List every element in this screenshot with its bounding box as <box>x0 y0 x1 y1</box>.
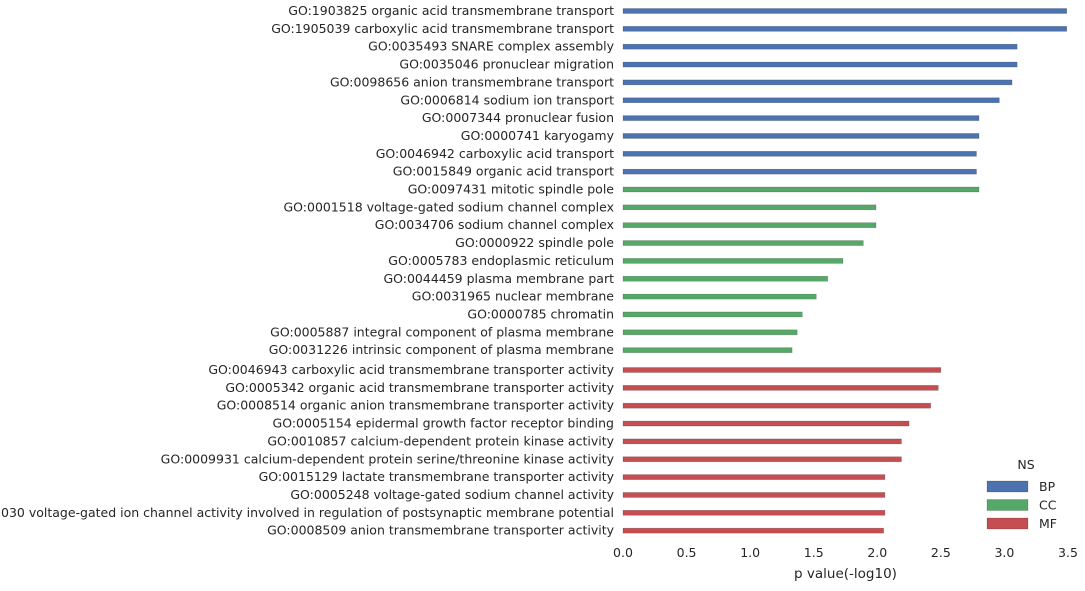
category-label: GO:0015849 organic acid transport <box>393 164 614 179</box>
bar-26 <box>622 456 902 463</box>
x-tick-label: 0.0 <box>613 545 633 560</box>
bar-1 <box>622 8 1068 14</box>
x-tick-label: 2.0 <box>867 545 887 560</box>
category-label: GO:0008509 anion transmembrane transport… <box>267 523 614 538</box>
bar-17 <box>622 293 817 300</box>
bar-28 <box>622 492 886 498</box>
legend-label-bp: BP <box>1039 479 1056 494</box>
bar-3 <box>622 43 1018 50</box>
bar-15 <box>622 258 844 264</box>
category-label: GO:0044459 plasma membrane part <box>383 271 614 286</box>
category-label: GO:0046943 carboxylic acid transmembrane… <box>208 362 614 377</box>
bar-27 <box>622 474 886 480</box>
legend-label-cc: CC <box>1039 498 1057 513</box>
bar-24 <box>622 420 910 427</box>
x-tick-label: 0.5 <box>677 545 697 560</box>
x-tick-label: 3.5 <box>1058 545 1078 560</box>
category-label: GO:0098656 anion transmembrane transport <box>330 74 614 89</box>
bar-25 <box>622 438 902 445</box>
bar-9 <box>622 151 977 157</box>
category-label: GO:0005887 integral component of plasma … <box>270 324 614 339</box>
category-label: GO:0031226 intrinsic component of plasma… <box>269 342 615 357</box>
bar-10 <box>622 168 977 175</box>
bar-14 <box>622 240 864 246</box>
bar-8 <box>622 133 980 139</box>
bar-12 <box>622 204 877 211</box>
bar-6 <box>622 97 1000 104</box>
bar-21 <box>622 367 942 373</box>
bar-30 <box>622 527 884 534</box>
category-label: GO:0001518 voltage-gated sodium channel … <box>283 199 614 214</box>
category-label: GO:0035046 pronuclear migration <box>399 57 614 72</box>
x-tick-label: 2.5 <box>931 545 951 560</box>
category-label: GO:0008514 organic anion transmembrane t… <box>217 398 615 413</box>
x-axis-label: p value(-log10) <box>794 566 897 582</box>
bar-16 <box>622 275 828 282</box>
x-tick-label: 3.0 <box>994 545 1014 560</box>
x-tick-label: 1.0 <box>740 545 760 560</box>
bar-20 <box>622 347 793 353</box>
category-label: GO:0005342 organic acid transmembrane tr… <box>225 380 614 395</box>
legend-swatch-cc <box>986 499 1029 511</box>
x-tick-label: 1.5 <box>804 545 824 560</box>
bar-7 <box>622 115 980 121</box>
category-label: GO:0010857 calcium-dependent protein kin… <box>267 433 614 448</box>
legend-swatch-bp <box>986 480 1029 493</box>
bar-2 <box>622 26 1068 32</box>
category-label: GO:0031965 nuclear membrane <box>412 289 615 304</box>
category-label: GO:0034706 sodium channel complex <box>375 217 614 232</box>
category-label: GO:0097431 mitotic spindle pole <box>408 182 615 197</box>
category-label: GO:0015129 lactate transmembrane transpo… <box>259 469 615 484</box>
bar-22 <box>622 385 939 391</box>
category-label: GO:1903825 organic acid transmembrane tr… <box>288 3 614 18</box>
category-label: GO:1905030 voltage-gated ion channel act… <box>0 505 614 520</box>
bar-23 <box>622 402 931 409</box>
bar-13 <box>622 222 877 228</box>
bar-19 <box>622 329 798 336</box>
category-label: GO:1905039 carboxylic acid transmembrane… <box>271 21 614 36</box>
category-label: GO:0000922 spindle pole <box>455 235 614 250</box>
legend-label-mf: MF <box>1039 516 1057 531</box>
bar-29 <box>622 509 886 516</box>
category-label: GO:0000785 chromatin <box>467 306 614 321</box>
bar-18 <box>622 311 803 318</box>
category-label: GO:0006814 sodium ion transport <box>400 92 614 107</box>
category-label: GO:0035493 SNARE complex assembly <box>368 39 614 54</box>
category-label: GO:0005154 epidermal growth factor recep… <box>273 416 614 431</box>
bar-4 <box>622 61 1018 68</box>
category-label: GO:0046942 carboxylic acid transport <box>376 146 614 161</box>
bar-11 <box>622 186 980 193</box>
category-label: GO:0005248 voltage-gated sodium channel … <box>290 487 614 502</box>
category-label: GO:0007344 pronuclear fusion <box>422 110 614 125</box>
category-label: GO:0009931 calcium-dependent protein ser… <box>161 451 615 466</box>
bar-5 <box>622 79 1013 86</box>
category-label: GO:0005783 endoplasmic reticulum <box>388 253 614 268</box>
legend: NS BP CC MF <box>986 457 1057 531</box>
legend-title: NS <box>1017 457 1034 472</box>
legend-swatch-mf <box>986 517 1029 530</box>
category-label: GO:0000741 karyogamy <box>461 128 615 143</box>
